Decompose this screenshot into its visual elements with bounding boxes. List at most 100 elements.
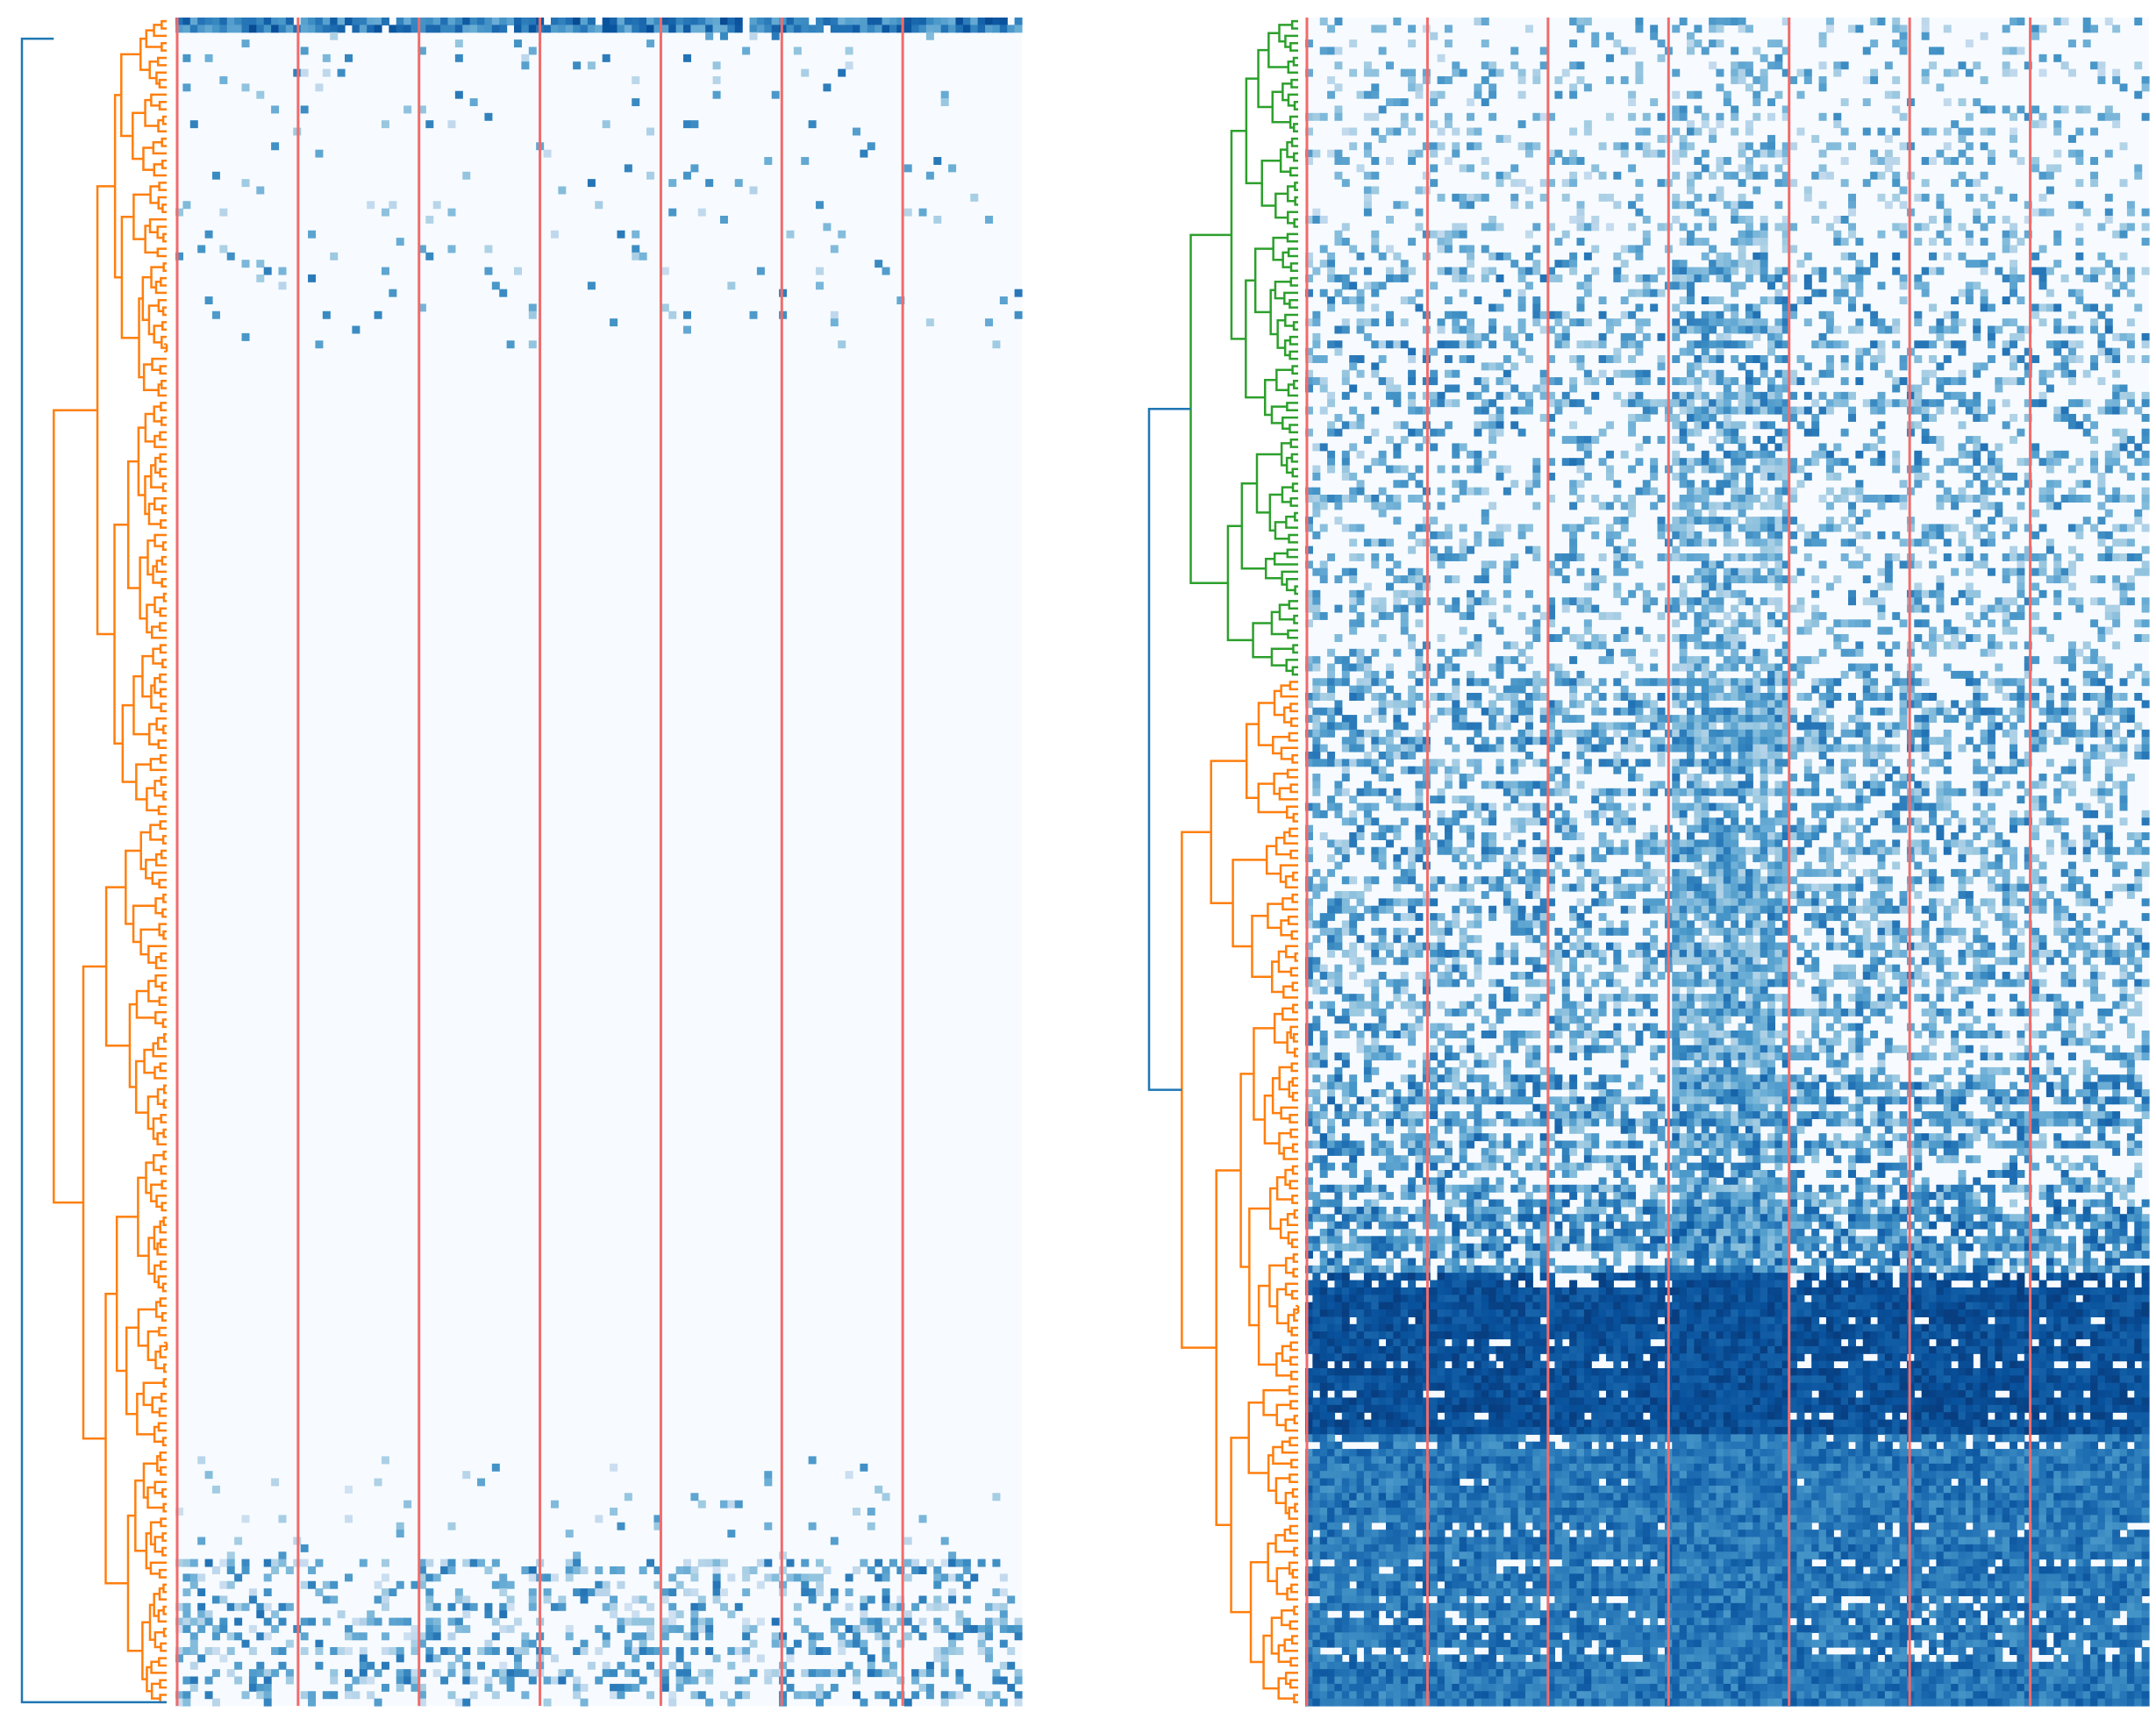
heatmap-cell <box>1517 120 1526 129</box>
dendrogram-link <box>160 849 167 860</box>
heatmap-cell <box>175 1559 183 1567</box>
heatmap-cell <box>1848 648 1856 657</box>
heatmap-cell <box>1870 310 1879 319</box>
heatmap-cell <box>1481 75 1489 84</box>
heatmap-cell <box>860 1617 868 1626</box>
heatmap-cell <box>2104 406 2113 415</box>
heatmap-cell <box>1496 252 1504 260</box>
heatmap-cell <box>204 1471 213 1480</box>
heatmap-cell <box>2104 531 2113 539</box>
heatmap-cell <box>1877 399 1886 408</box>
heatmap-cell <box>1444 75 1453 84</box>
heatmap-cell <box>1753 575 1761 584</box>
heatmap-cell <box>1943 458 1952 467</box>
heatmap-cell <box>1745 369 1753 378</box>
heatmap-cell <box>1929 560 1938 569</box>
heatmap-cell <box>595 1566 603 1574</box>
heatmap-cell <box>992 1559 1001 1567</box>
heatmap-cell <box>875 1573 883 1582</box>
heatmap-cell <box>189 1617 198 1626</box>
heatmap-cell <box>1349 68 1358 77</box>
heatmap-cell <box>1437 238 1446 246</box>
heatmap-cell <box>1753 267 1761 275</box>
heatmap-cell <box>175 1654 183 1663</box>
heatmap-cell <box>2141 267 2150 275</box>
heatmap-cell <box>1789 223 1798 232</box>
heatmap-cell <box>2104 546 2113 554</box>
heatmap-cell <box>948 1639 957 1648</box>
heatmap-cell <box>1774 517 1783 525</box>
heatmap-cell <box>845 1471 853 1480</box>
heatmap-cell <box>1980 465 1988 474</box>
heatmap-cell <box>2017 296 2025 305</box>
heatmap-cell <box>1825 171 1834 180</box>
heatmap-cell <box>1312 472 1321 481</box>
heatmap-cell <box>1818 83 1827 92</box>
heatmap-cell <box>1576 208 1585 217</box>
heatmap-cell <box>2024 472 2032 481</box>
heatmap-cell <box>1371 171 1380 180</box>
heatmap-cell <box>705 1698 714 1707</box>
heatmap-cell <box>742 1676 751 1685</box>
heatmap-cell <box>1642 230 1651 239</box>
heatmap-cell <box>1561 436 1570 445</box>
heatmap-cell <box>925 1669 934 1678</box>
heatmap-cell <box>447 208 456 217</box>
heatmap-cell <box>918 208 927 217</box>
heatmap-cell <box>1444 238 1453 246</box>
heatmap-cell <box>1319 355 1328 363</box>
heatmap-cell <box>248 1669 257 1678</box>
heatmap-cell <box>690 1602 699 1611</box>
heatmap-cell <box>219 1580 228 1589</box>
heatmap-cell <box>1914 480 1923 489</box>
heatmap-cell <box>1877 282 1886 290</box>
heatmap-cell <box>830 1595 839 1604</box>
heatmap-cell <box>234 1573 243 1582</box>
heatmap-cell <box>1591 267 1600 275</box>
heatmap-cell <box>1628 245 1637 253</box>
heatmap-cell <box>1877 611 1886 620</box>
heatmap-cell <box>2141 524 2150 532</box>
heatmap-cell <box>2045 465 2054 474</box>
heatmap-cell <box>632 1595 640 1604</box>
heatmap-cell <box>808 25 817 33</box>
heatmap-cell <box>2097 480 2106 489</box>
heatmap-cell <box>389 201 397 210</box>
heatmap-cell <box>1503 487 1511 496</box>
heatmap-cell <box>1437 325 1446 334</box>
heatmap-cell <box>1825 223 1834 232</box>
heatmap-cell <box>1862 75 1871 84</box>
heatmap-cell <box>1467 164 1474 173</box>
heatmap-cell <box>1430 142 1439 151</box>
heatmap-cell <box>1524 656 1533 665</box>
heatmap-cell <box>903 18 912 25</box>
heatmap-cell <box>2112 553 2121 561</box>
heatmap-cell <box>381 267 389 275</box>
heatmap-cell <box>454 1654 463 1663</box>
heatmap-cell <box>1444 230 1453 239</box>
dendrogram-link <box>82 965 107 1440</box>
heatmap-cell <box>816 282 825 290</box>
heatmap-cell <box>197 1624 206 1633</box>
heatmap-cell <box>1686 230 1695 239</box>
heatmap-cell <box>1532 634 1541 643</box>
heatmap-cell <box>1723 641 1731 650</box>
heatmap-cell <box>1781 480 1790 489</box>
heatmap-cell <box>2038 274 2047 282</box>
heatmap-cell <box>241 1639 250 1648</box>
heatmap-cell <box>1760 391 1768 400</box>
heatmap-cell <box>1415 648 1424 657</box>
dendrogram-link <box>161 137 167 147</box>
heatmap-cell <box>1503 656 1511 665</box>
heatmap-cell <box>1701 517 1710 525</box>
heatmap-cell <box>1855 289 1864 297</box>
heatmap-cell <box>653 18 662 25</box>
left-row-dendrogram <box>20 19 168 1704</box>
heatmap-cell <box>1679 18 1688 25</box>
heatmap-cell <box>410 1669 419 1678</box>
heatmap-cell <box>2112 369 2121 378</box>
heatmap-cell <box>1569 524 1578 532</box>
heatmap-cell <box>308 274 317 282</box>
heatmap-cell <box>1444 267 1453 275</box>
heatmap-cell <box>278 1661 287 1670</box>
